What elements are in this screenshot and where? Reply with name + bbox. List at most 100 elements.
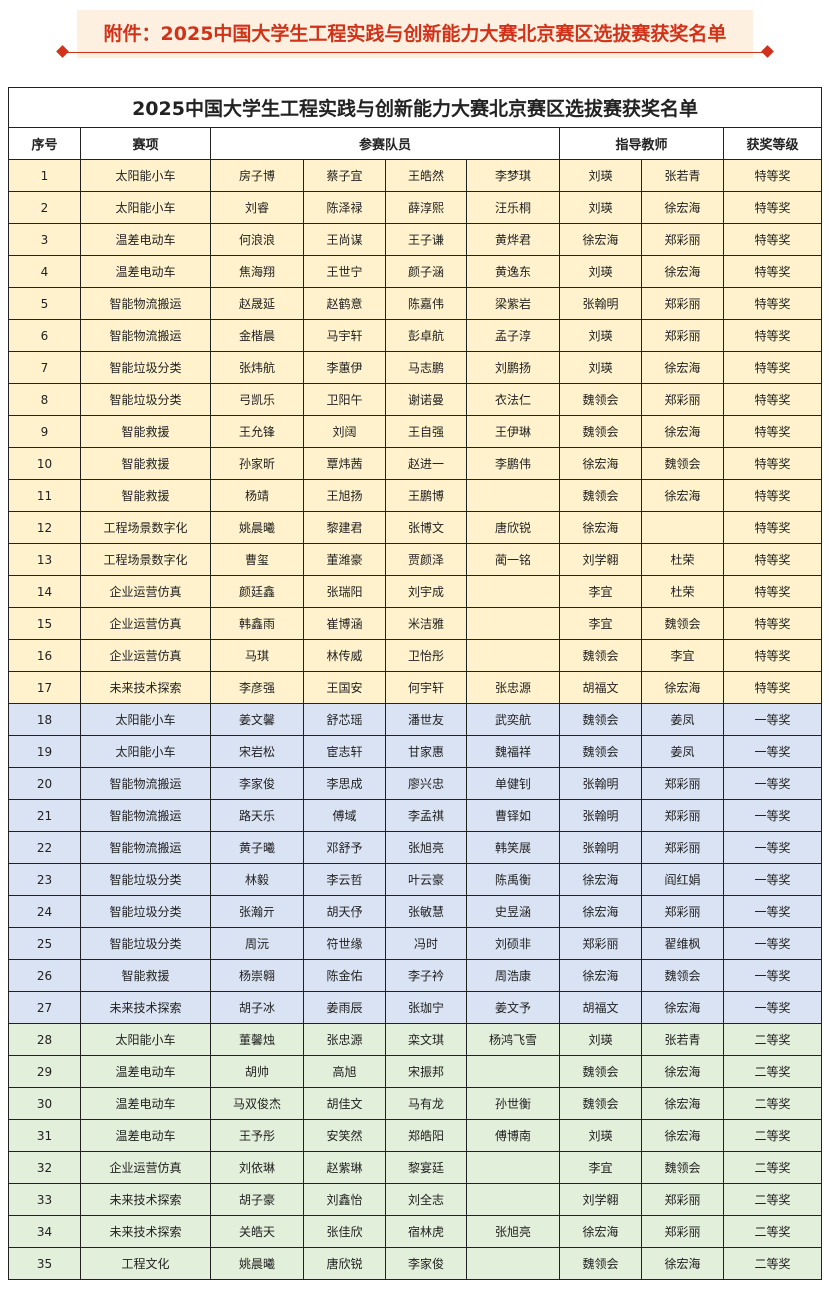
cell-member: 林传威 xyxy=(303,639,386,672)
cell-member: 黄子曦 xyxy=(210,831,304,864)
table-row: 19 太阳能小车 宋岩松 宦志轩 甘家惠 魏福祥 魏领会 姜凤 一等奖 xyxy=(8,735,823,768)
cell-advisor: 郑彩丽 xyxy=(641,767,724,800)
cell-event: 未来技术探索 xyxy=(80,1215,211,1248)
cell-advisor: 李宜 xyxy=(559,607,642,640)
table-row: 18 太阳能小车 姜文馨 舒芯瑶 潘世友 武奕航 魏领会 姜凤 一等奖 xyxy=(8,703,823,736)
cell-member: 谢诺曼 xyxy=(385,383,467,416)
cell-no: 2 xyxy=(8,191,81,224)
cell-member: 杨崇翱 xyxy=(210,959,304,992)
cell-member: 杨鸿飞雪 xyxy=(466,1023,560,1056)
cell-member: 王允锋 xyxy=(210,415,304,448)
cell-award: 一等奖 xyxy=(722,863,823,896)
cell-member xyxy=(466,1055,560,1088)
cell-event: 太阳能小车 xyxy=(80,191,211,224)
cell-award: 一等奖 xyxy=(722,703,823,736)
cell-no: 15 xyxy=(8,607,81,640)
table-row: 25 智能垃圾分类 周沅 符世缘 冯时 刘硕非 郑彩丽 翟维枫 一等奖 xyxy=(8,927,823,960)
cell-member: 王世宁 xyxy=(303,255,386,288)
cell-member: 卫怡彤 xyxy=(385,639,467,672)
cell-advisor: 魏领会 xyxy=(559,415,642,448)
cell-advisor: 魏领会 xyxy=(641,607,724,640)
cell-no: 14 xyxy=(8,575,81,608)
cell-event: 智能物流搬运 xyxy=(80,767,211,800)
cell-advisor: 张若青 xyxy=(641,1023,724,1056)
cell-member: 单健钊 xyxy=(466,767,560,800)
header-members: 参赛队员 xyxy=(210,127,560,160)
table-row: 3 温差电动车 何浪浪 王尚谋 王子谦 黄烨君 徐宏海 郑彩丽 特等奖 xyxy=(8,223,823,256)
cell-no: 24 xyxy=(8,895,81,928)
header-award: 获奖等级 xyxy=(722,127,823,160)
cell-member: 唐欣锐 xyxy=(303,1247,386,1280)
cell-award: 特等奖 xyxy=(722,415,823,448)
cell-member: 姜文馨 xyxy=(210,703,304,736)
cell-member: 汪乐桐 xyxy=(466,191,560,224)
cell-member: 董潍豪 xyxy=(303,543,386,576)
cell-award: 二等奖 xyxy=(722,1055,823,1088)
table-body: 1 太阳能小车 房子博 蔡子宜 王皓然 李梦琪 刘瑛 张若青 特等奖 2 太阳能小车 刘睿 陈泽禄 薛淳熙… xyxy=(8,159,823,1280)
cell-member: 焦海翔 xyxy=(210,255,304,288)
cell-no: 9 xyxy=(8,415,81,448)
cell-event: 智能垃圾分类 xyxy=(80,927,211,960)
cell-member: 张佳欣 xyxy=(303,1215,386,1248)
cell-award: 特等奖 xyxy=(722,543,823,576)
cell-no: 26 xyxy=(8,959,81,992)
cell-member: 姜雨辰 xyxy=(303,991,386,1024)
cell-member: 颜子涵 xyxy=(385,255,467,288)
cell-member: 王旭扬 xyxy=(303,479,386,512)
cell-no: 22 xyxy=(8,831,81,864)
cell-advisor: 胡福文 xyxy=(559,671,642,704)
cell-member: 史昱涵 xyxy=(466,895,560,928)
cell-advisor: 张翰明 xyxy=(559,767,642,800)
cell-advisor: 郑彩丽 xyxy=(641,799,724,832)
cell-advisor: 郑彩丽 xyxy=(641,895,724,928)
cell-event: 智能垃圾分类 xyxy=(80,895,211,928)
table-row: 1 太阳能小车 房子博 蔡子宜 王皓然 李梦琪 刘瑛 张若青 特等奖 xyxy=(8,159,823,192)
banner-divider xyxy=(62,52,768,53)
cell-member: 姚晨曦 xyxy=(210,1247,304,1280)
cell-member: 冯时 xyxy=(385,927,467,960)
cell-no: 27 xyxy=(8,991,81,1024)
cell-member: 关皓天 xyxy=(210,1215,304,1248)
cell-member: 周浩康 xyxy=(466,959,560,992)
cell-member: 梁紫岩 xyxy=(466,287,560,320)
cell-member: 李云哲 xyxy=(303,863,386,896)
cell-member: 傅域 xyxy=(303,799,386,832)
cell-member: 马有龙 xyxy=(385,1087,467,1120)
table-row: 5 智能物流搬运 赵晟延 赵鹤意 陈嘉伟 梁紫岩 张翰明 郑彩丽 特等奖 xyxy=(8,287,823,320)
cell-member: 黄烨君 xyxy=(466,223,560,256)
cell-award: 二等奖 xyxy=(722,1247,823,1280)
cell-advisor: 魏领会 xyxy=(641,959,724,992)
table-row: 6 智能物流搬运 金楷晨 马宇轩 彭卓航 孟子淳 刘瑛 郑彩丽 特等奖 xyxy=(8,319,823,352)
cell-advisor: 郑彩丽 xyxy=(559,927,642,960)
cell-member: 张旭亮 xyxy=(466,1215,560,1248)
award-table: 2025中国大学生工程实践与创新能力大赛北京赛区选拔赛获奖名单 序号 赛项 参赛… xyxy=(7,87,823,1280)
table-row: 10 智能救援 孙家昕 覃炜茜 赵进一 李鹏伟 徐宏海 魏领会 特等奖 xyxy=(8,447,823,480)
cell-member: 刘宇成 xyxy=(385,575,467,608)
cell-award: 一等奖 xyxy=(722,799,823,832)
cell-member: 李子衿 xyxy=(385,959,467,992)
cell-advisor: 魏领会 xyxy=(559,639,642,672)
cell-member: 胡佳文 xyxy=(303,1087,386,1120)
cell-event: 智能救援 xyxy=(80,479,211,512)
cell-member xyxy=(466,607,560,640)
cell-member: 胡子豪 xyxy=(210,1183,304,1216)
cell-member: 刘阔 xyxy=(303,415,386,448)
table-row: 17 未来技术探索 李彦强 王国安 何宇轩 张忠源 胡福文 徐宏海 特等奖 xyxy=(8,671,823,704)
banner-title: 附件：2025中国大学生工程实践与创新能力大赛北京赛区选拔赛获奖名单 xyxy=(103,23,727,45)
cell-award: 一等奖 xyxy=(722,767,823,800)
cell-award: 特等奖 xyxy=(722,447,823,480)
table-row: 15 企业运营仿真 韩鑫雨 崔博涵 米洁雅 李宜 魏领会 特等奖 xyxy=(8,607,823,640)
table-row: 9 智能救援 王允锋 刘阔 王自强 王伊琳 魏领会 徐宏海 特等奖 xyxy=(8,415,823,448)
cell-member: 赵进一 xyxy=(385,447,467,480)
cell-advisor: 杜荣 xyxy=(641,575,724,608)
cell-member: 陈禹衡 xyxy=(466,863,560,896)
cell-advisor: 徐宏海 xyxy=(559,863,642,896)
diamond-ornament-icon xyxy=(761,45,774,58)
cell-no: 11 xyxy=(8,479,81,512)
cell-member: 房子博 xyxy=(210,159,304,192)
cell-member: 贾颜泽 xyxy=(385,543,467,576)
cell-member: 曹铎如 xyxy=(466,799,560,832)
cell-member: 孙世衡 xyxy=(466,1087,560,1120)
cell-member: 李家俊 xyxy=(385,1247,467,1280)
cell-advisor: 徐宏海 xyxy=(641,255,724,288)
